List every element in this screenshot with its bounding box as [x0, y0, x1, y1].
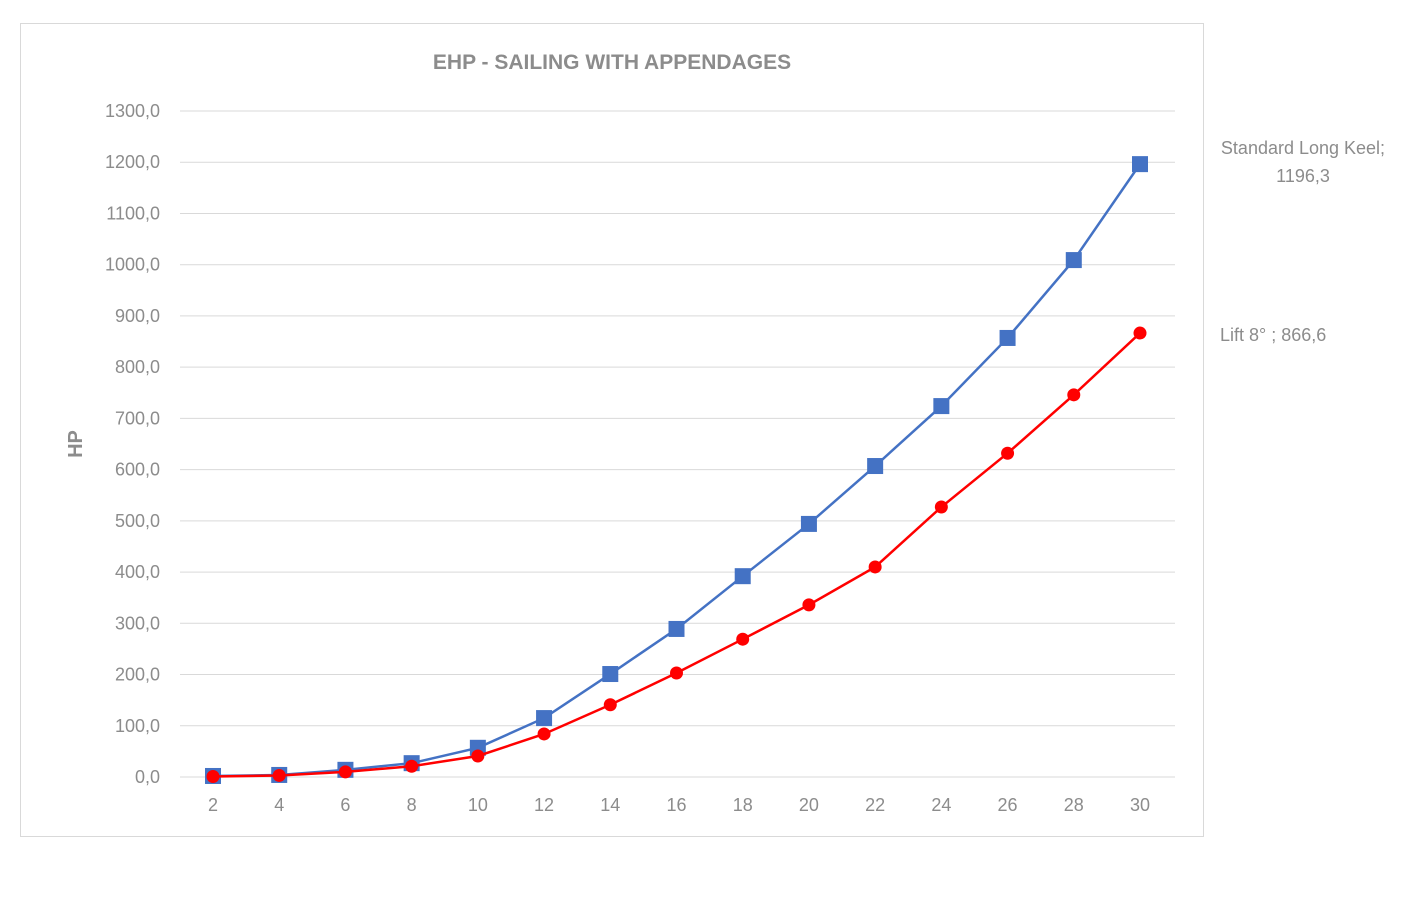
x-tick-label: 4 [274, 795, 284, 815]
y-tick-label: 100,0 [115, 716, 160, 736]
x-tick-label: 28 [1064, 795, 1084, 815]
data-point-square [1065, 252, 1082, 269]
data-point-circle [670, 666, 683, 680]
chart-title: EHP - SAILING WITH APPENDAGES [433, 51, 791, 74]
data-point-circle [338, 765, 352, 779]
y-tick-label: 1200,0 [105, 152, 160, 172]
x-tick-label: 24 [931, 795, 951, 815]
y-tick-label: 600,0 [115, 460, 160, 480]
data-point-square [867, 458, 884, 475]
y-tick-label: 400,0 [115, 562, 160, 582]
x-tick-label: 16 [666, 795, 686, 815]
data-point-square [933, 398, 950, 415]
x-tick-label: 12 [534, 795, 554, 815]
data-point-circle [934, 500, 948, 514]
data-point-circle [272, 768, 286, 782]
data-point-square [1132, 156, 1148, 173]
series-end-label-standard-line1: Standard Long Keel; [1221, 138, 1385, 158]
y-tick-label: 500,0 [115, 511, 160, 531]
data-point-circle [206, 769, 220, 783]
y-tick-label: 700,0 [115, 408, 160, 428]
data-point-circle [1133, 326, 1147, 340]
y-tick-label: 1000,0 [105, 255, 160, 275]
data-point-circle [537, 727, 551, 741]
x-tick-label: 22 [865, 795, 885, 815]
series-end-label-standard-line2: 1196,3 [1276, 166, 1330, 186]
y-axis-label: HP [65, 430, 87, 458]
y-tick-label: 0,0 [135, 767, 160, 787]
data-point-circle [1001, 446, 1015, 460]
x-tick-label: 20 [799, 795, 819, 815]
data-point-square [668, 620, 685, 637]
chart-border [20, 23, 1204, 837]
x-tick-label: 6 [340, 795, 350, 815]
x-tick-label: 18 [733, 795, 753, 815]
y-tick-label: 1300,0 [105, 101, 160, 121]
y-tick-label: 300,0 [115, 613, 160, 633]
data-point-circle [603, 698, 617, 712]
data-point-circle [471, 749, 485, 763]
y-tick-label: 200,0 [115, 665, 160, 685]
y-tick-label: 800,0 [115, 357, 160, 377]
data-point-circle [802, 598, 816, 612]
data-point-circle [868, 560, 882, 574]
x-tick-label: 14 [600, 795, 620, 815]
data-point-square [602, 666, 619, 683]
data-point-circle [405, 759, 419, 773]
x-tick-label: 10 [468, 795, 488, 815]
y-tick-label: 900,0 [115, 306, 160, 326]
series-end-label-lift: Lift 8° ; 866,6 [1220, 325, 1326, 345]
data-point-square [734, 568, 751, 585]
y-tick-label: 1100,0 [106, 203, 160, 223]
x-tick-label: 26 [998, 795, 1018, 815]
x-tick-label: 30 [1130, 795, 1150, 815]
data-point-square [800, 515, 817, 532]
data-point-circle [736, 632, 750, 646]
data-point-square [999, 329, 1016, 346]
data-point-square [536, 710, 553, 727]
x-tick-label: 2 [208, 795, 218, 815]
x-tick-label: 8 [407, 795, 417, 815]
data-point-circle [1067, 388, 1081, 402]
